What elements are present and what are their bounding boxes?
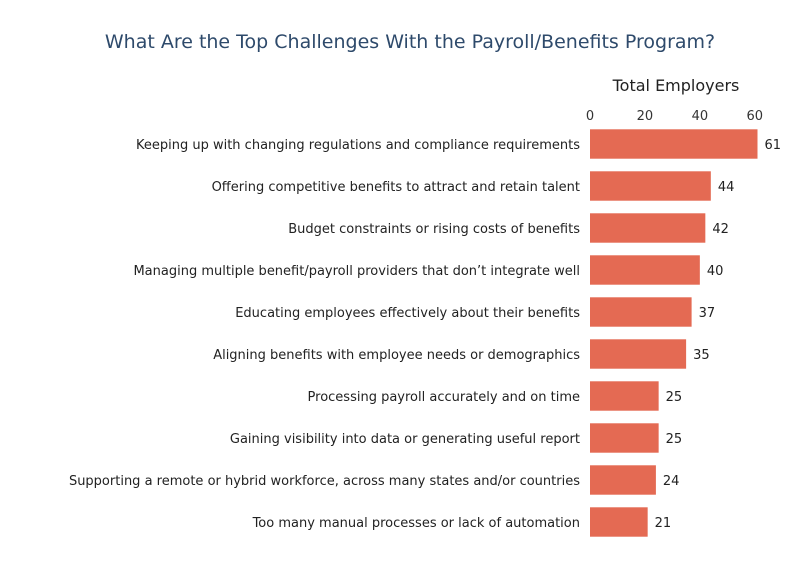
category-label: Supporting a remote or hybrid workforce,…: [69, 474, 580, 489]
chart-title: What Are the Top Challenges With the Pay…: [105, 31, 715, 53]
bar: [590, 297, 692, 327]
category-label: Aligning benefits with employee needs or…: [213, 348, 580, 363]
bar: [590, 339, 687, 369]
category-label: Processing payroll accurately and on tim…: [308, 390, 580, 405]
data-label: 40: [707, 264, 724, 279]
bar: [590, 171, 711, 201]
category-label: Managing multiple benefit/payroll provid…: [133, 264, 580, 279]
x-tick-label: 40: [692, 109, 709, 124]
data-label: 21: [655, 516, 672, 531]
bar: [590, 507, 648, 537]
bar: [590, 255, 700, 285]
category-label: Offering competitive benefits to attract…: [212, 180, 580, 195]
data-label: 25: [666, 432, 683, 447]
x-tick-label: 60: [746, 109, 763, 124]
category-label: Educating employees effectively about th…: [235, 306, 580, 321]
data-label: 61: [765, 138, 782, 153]
data-label: 42: [712, 222, 729, 237]
data-label: 35: [693, 348, 710, 363]
bar: [590, 381, 659, 411]
data-label: 25: [666, 390, 683, 405]
x-tick-label: 20: [637, 109, 654, 124]
category-label: Budget constraints or rising costs of be…: [288, 222, 580, 237]
bar: [590, 423, 659, 453]
category-label: Too many manual processes or lack of aut…: [252, 516, 580, 531]
x-tick-label: 0: [586, 109, 594, 124]
category-label: Keeping up with changing regulations and…: [136, 138, 580, 153]
data-label: 37: [699, 306, 716, 321]
x-axis-ticks: 0 20 40 60: [586, 109, 763, 124]
data-label: 24: [663, 474, 680, 489]
data-label: 44: [718, 180, 735, 195]
bars: Keeping up with changing regulations and…: [69, 129, 782, 537]
x-axis-title: Total Employers: [612, 76, 740, 95]
bar: [590, 465, 656, 495]
bar: [590, 213, 706, 243]
bar: [590, 129, 758, 159]
category-label: Gaining visibility into data or generati…: [230, 432, 580, 447]
